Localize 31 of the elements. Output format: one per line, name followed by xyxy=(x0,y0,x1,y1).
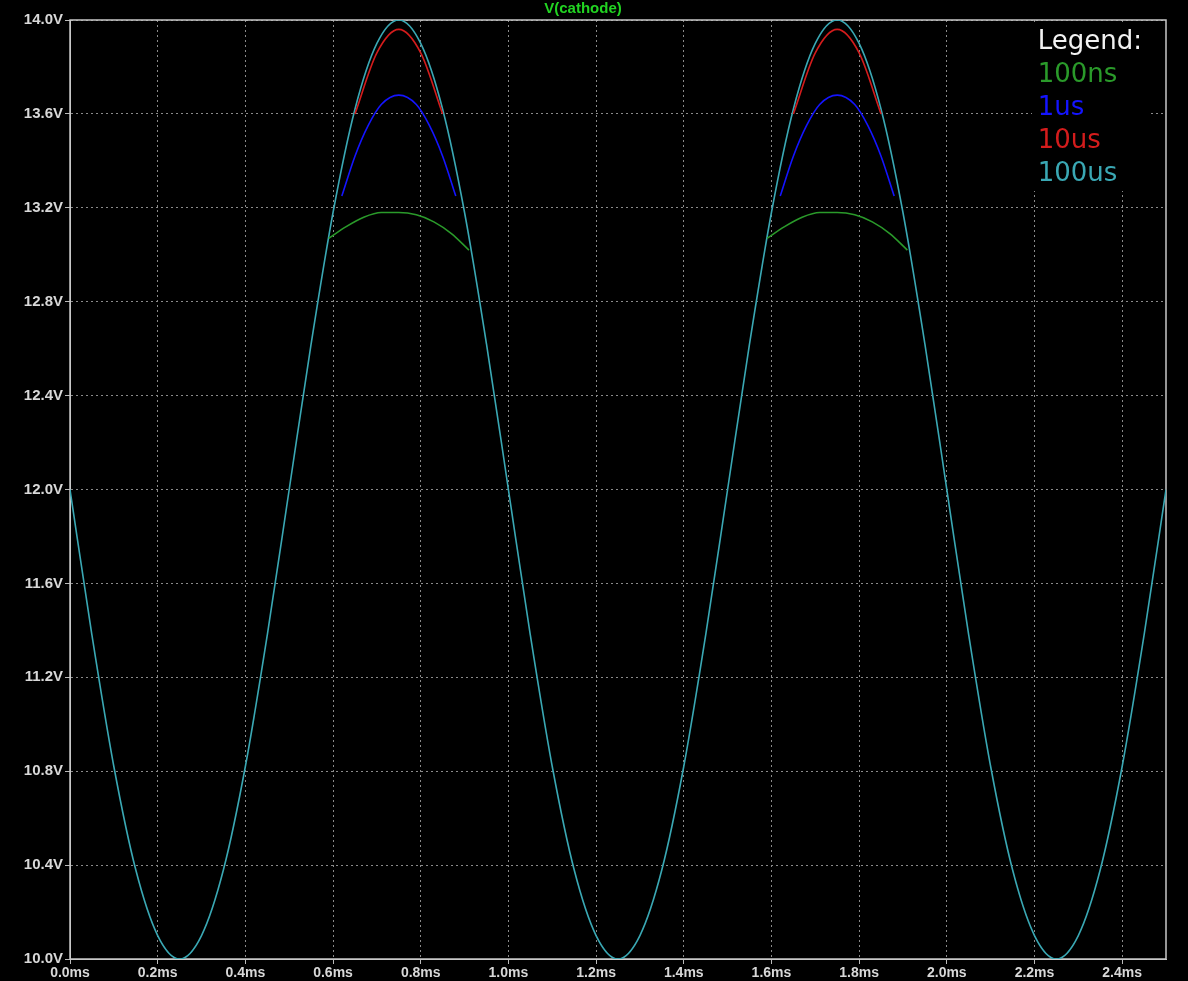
y-tick-label: 12.8V xyxy=(23,291,63,309)
y-tick-label: 10.8V xyxy=(23,761,63,779)
line-series xyxy=(70,20,1166,959)
y-tick-label: 11.6V xyxy=(24,573,63,591)
y-tick-label: 13.6V xyxy=(23,104,63,122)
text: 1us xyxy=(1037,90,1086,123)
x-tick-label: 1.6ms xyxy=(751,964,792,981)
x-tick-label: 0.8ms xyxy=(400,964,441,981)
x-tick-label: 2.4ms xyxy=(1102,964,1143,981)
y-tick-label: 10.4V xyxy=(23,855,63,873)
text: 100us xyxy=(1037,156,1119,189)
y-tick-label: 10.0V xyxy=(23,949,63,967)
chart-title: V(cathode) xyxy=(544,0,622,17)
x-tick-label: 0.2ms xyxy=(137,964,178,981)
x-tick-label: 1.2ms xyxy=(576,964,617,981)
x-tick-label: 2.0ms xyxy=(926,964,967,981)
x-tick-label: 0.0ms xyxy=(50,964,91,981)
y-tick-label: 13.2V xyxy=(23,197,63,215)
x-tick-label: 1.4ms xyxy=(663,964,704,981)
x-tick-label: 0.4ms xyxy=(225,964,266,981)
x-tick-label: 2.2ms xyxy=(1014,964,1055,981)
y-tick-label: 14.0V xyxy=(23,10,63,28)
text: 100ns xyxy=(1037,57,1119,90)
x-tick-label: 1.8ms xyxy=(839,964,880,981)
legend-title: Legend: xyxy=(1037,24,1142,57)
y-tick-label: 12.0V xyxy=(23,479,63,497)
x-tick-label: 0.6ms xyxy=(313,964,354,981)
text: 10us xyxy=(1037,123,1102,156)
x-tick-label: 1.0ms xyxy=(488,964,529,981)
y-tick-label: 11.2V xyxy=(24,667,63,685)
y-tick-label: 12.4V xyxy=(23,385,63,403)
